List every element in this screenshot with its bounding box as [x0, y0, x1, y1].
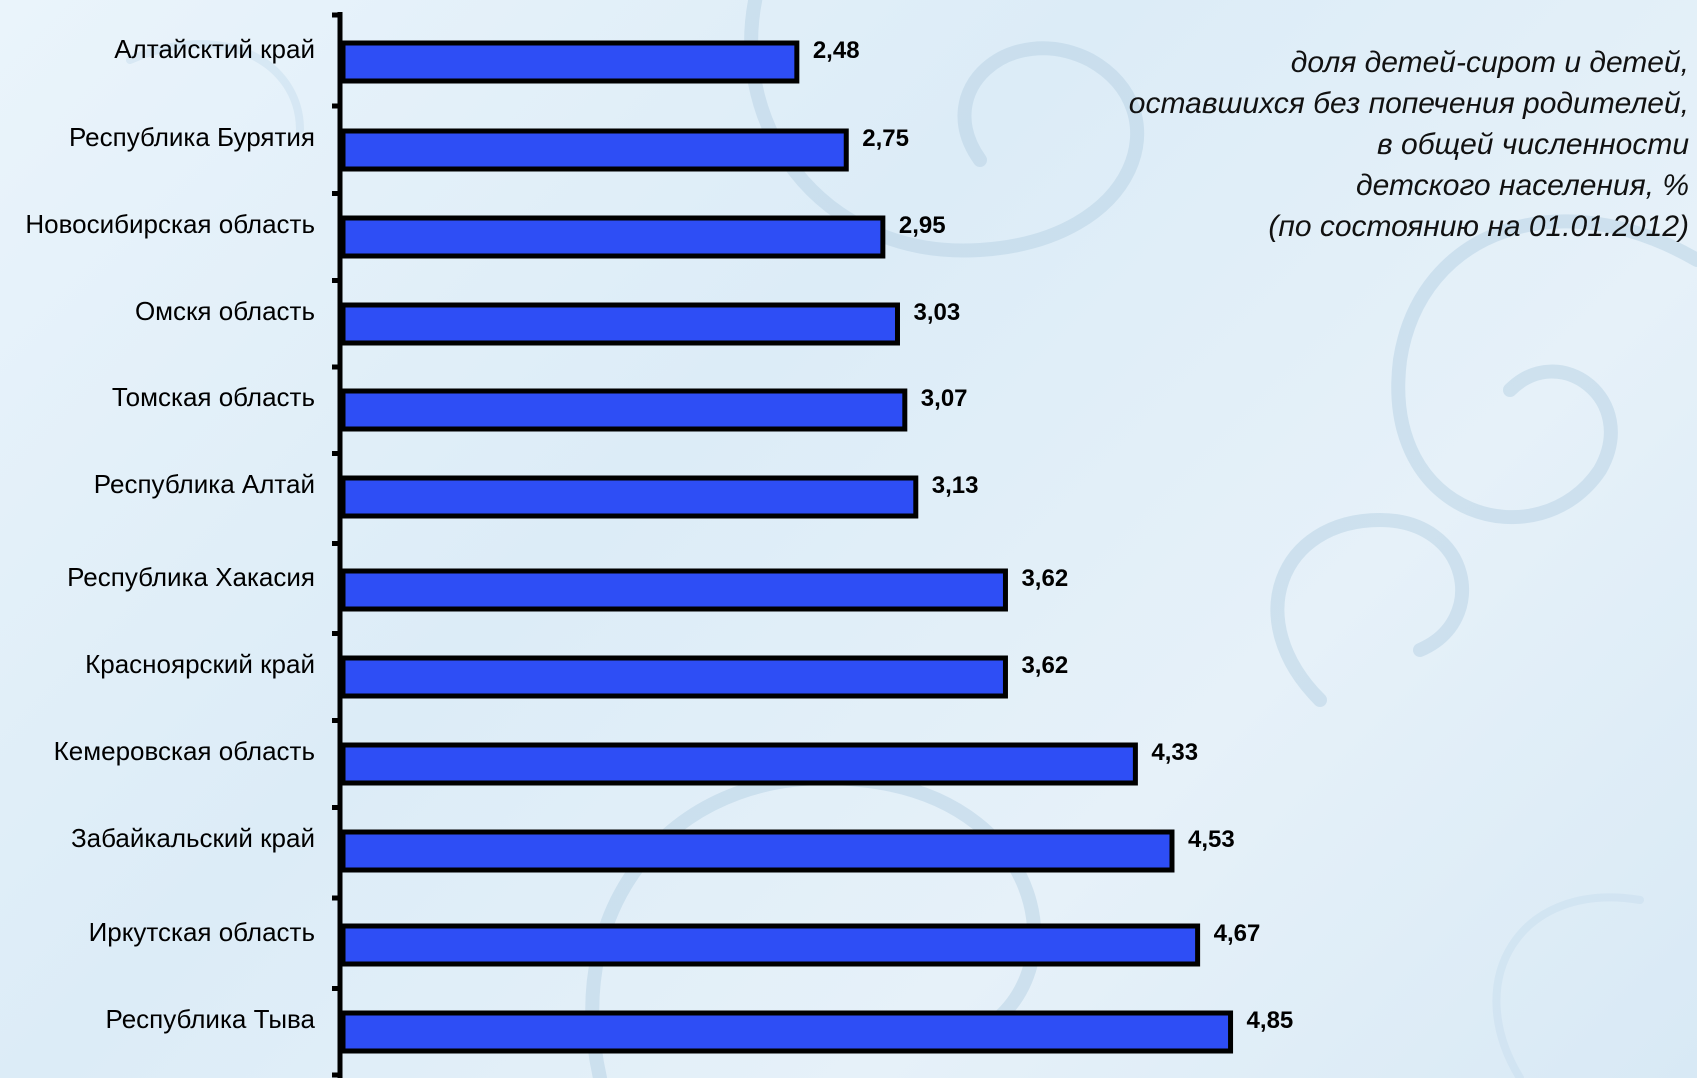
data-label: 4,33 — [1151, 739, 1198, 766]
legend-line: (по состоянию на 01.01.2012) — [1268, 210, 1689, 243]
bar — [340, 40, 800, 84]
chart-legend-text: доля детей-сирот и детей, оставшихся без… — [929, 42, 1689, 247]
data-label: 3,13 — [932, 472, 979, 499]
category-label: Красноярский край — [85, 649, 315, 679]
category-label: Иркутская область — [89, 917, 315, 947]
bar — [340, 302, 900, 346]
data-label: 4,85 — [1247, 1007, 1294, 1034]
bar — [340, 568, 1008, 612]
bar — [340, 742, 1138, 786]
data-label: 3,03 — [913, 299, 960, 326]
data-label: 3,07 — [921, 385, 968, 412]
category-label: Томская область — [112, 382, 315, 412]
data-label: 2,48 — [813, 37, 860, 64]
data-label: 3,62 — [1021, 652, 1068, 679]
data-label: 4,53 — [1188, 826, 1235, 853]
category-label: Новосибирская область — [25, 209, 315, 239]
category-label: Республика Хакасия — [67, 562, 315, 592]
legend-line: оставшихся без попечения родителей, — [1128, 87, 1689, 120]
data-label: 2,75 — [862, 125, 909, 152]
bar — [340, 388, 908, 432]
data-label: 4,67 — [1214, 920, 1261, 947]
legend-line: детского населения, % — [1356, 169, 1689, 202]
category-label: Забайкальский край — [71, 823, 315, 853]
category-label: Республика Бурятия — [69, 122, 315, 152]
bar — [340, 475, 919, 519]
data-label: 2,95 — [899, 212, 946, 239]
category-label: Республика Алтай — [94, 469, 315, 499]
bar — [340, 655, 1008, 699]
data-label: 3,62 — [1021, 565, 1068, 592]
category-label: Омскя область — [135, 296, 315, 326]
legend-line: доля детей-сирот и детей, — [1290, 46, 1689, 79]
bar — [340, 128, 849, 172]
category-label: Республика Тыва — [106, 1004, 316, 1034]
bar — [340, 215, 886, 259]
category-label: Кемеровская область — [54, 736, 315, 766]
legend-line: в общей численности — [1377, 128, 1689, 161]
bar — [340, 1010, 1234, 1054]
bar — [340, 923, 1201, 967]
bar — [340, 829, 1175, 873]
category-label: Алтайсктий край — [114, 34, 315, 64]
